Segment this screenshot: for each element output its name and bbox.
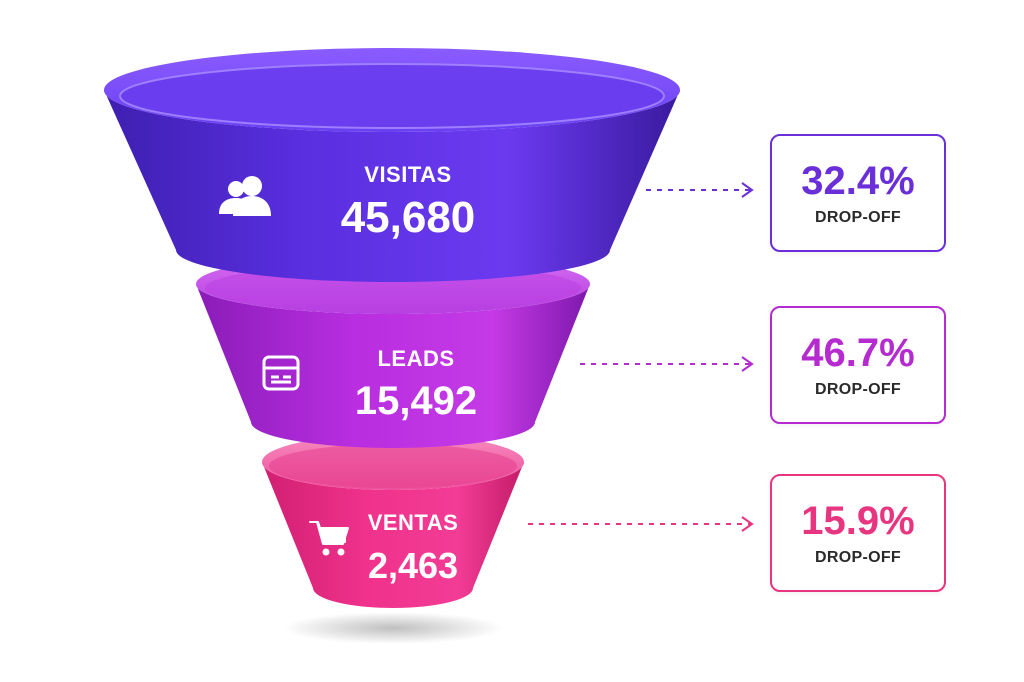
stage-label-visitas: VISITAS (364, 162, 451, 187)
dropoff-caption-3: DROP-OFF (815, 549, 901, 566)
funnel-stage-ventas (262, 434, 524, 608)
connector-arrow-2 (580, 356, 754, 372)
stage-label-ventas: VENTAS (368, 510, 459, 535)
dropoff-card-1: 32.4% DROP-OFF (770, 134, 946, 252)
shopping-cart-icon (309, 521, 349, 556)
users-icon (219, 176, 271, 216)
form-icon (262, 355, 300, 391)
dropoff-percent-2: 46.7% (801, 331, 915, 375)
dropoff-percent-1: 32.4% (801, 159, 915, 203)
dropoff-percent-3: 15.9% (801, 499, 915, 543)
stage-value-visitas: 45,680 (341, 193, 476, 242)
funnel-shadow (283, 612, 503, 644)
dropoff-card-3: 15.9% DROP-OFF (770, 474, 946, 592)
stage-value-leads: 15,492 (355, 379, 477, 423)
stage-value-ventas: 2,463 (368, 545, 458, 586)
connector-arrow-1 (646, 182, 754, 198)
dropoff-card-2: 46.7% DROP-OFF (770, 306, 946, 424)
stage-label-leads: LEADS (377, 346, 454, 371)
dropoff-caption-2: DROP-OFF (815, 381, 901, 398)
funnel-stage-visitas (104, 48, 680, 282)
dropoff-caption-1: DROP-OFF (815, 209, 901, 226)
connector-arrow-3 (528, 516, 754, 532)
